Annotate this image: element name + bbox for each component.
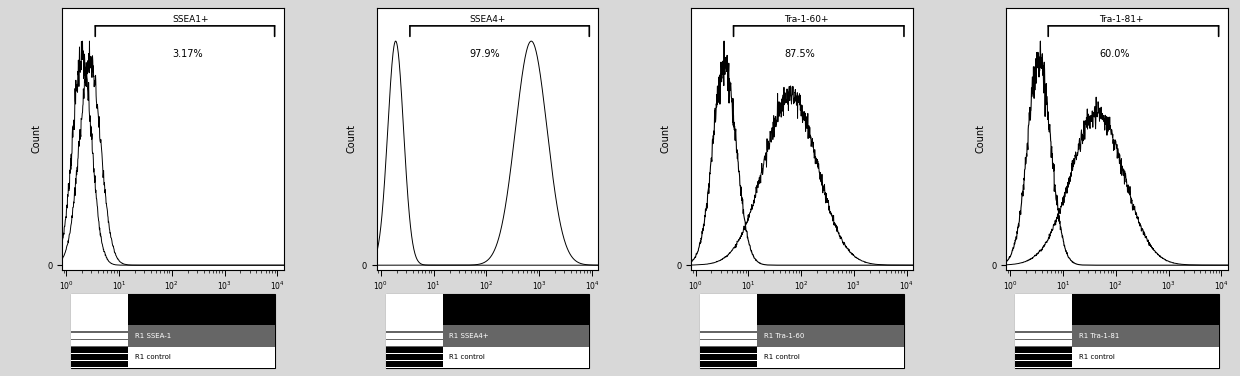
Bar (386, 361, 443, 367)
Y-axis label: Count: Count (976, 124, 986, 153)
Bar (71, 354, 128, 360)
Bar (71, 361, 128, 367)
Bar (701, 333, 758, 338)
Bar (386, 333, 443, 338)
Bar (1014, 354, 1071, 360)
Bar (386, 294, 443, 325)
Bar (386, 340, 443, 346)
Bar (71, 347, 275, 368)
X-axis label: FL1-H: FL1-H (1102, 298, 1131, 308)
Bar (1014, 325, 1219, 347)
Text: R1 Tra-1-60: R1 Tra-1-60 (764, 333, 805, 339)
Bar (701, 326, 758, 331)
Bar (386, 326, 443, 331)
Bar (386, 294, 589, 368)
Bar (1014, 333, 1071, 338)
Bar (71, 325, 275, 347)
Text: R1 control: R1 control (135, 355, 170, 361)
Bar (71, 333, 128, 338)
Bar (1014, 347, 1219, 368)
X-axis label: FL1-H: FL1-H (159, 298, 187, 308)
Bar (1014, 294, 1219, 368)
Bar (701, 294, 758, 325)
Bar (71, 326, 128, 331)
Y-axis label: Count: Count (661, 124, 671, 153)
Bar (1014, 361, 1071, 367)
Bar (71, 294, 128, 325)
Text: Tra-1-60+: Tra-1-60+ (785, 15, 828, 24)
Text: R1 control: R1 control (764, 355, 800, 361)
Bar (1014, 326, 1071, 331)
Text: R1 control: R1 control (1079, 355, 1115, 361)
Bar (71, 347, 128, 353)
Bar (701, 325, 904, 347)
Bar (701, 340, 758, 346)
Bar (1014, 340, 1071, 346)
Text: 3.17%: 3.17% (172, 50, 203, 59)
Text: SSEA1+: SSEA1+ (172, 15, 210, 24)
Text: 87.5%: 87.5% (785, 50, 815, 59)
Y-axis label: Count: Count (346, 124, 356, 153)
Bar (1014, 347, 1071, 353)
Bar (386, 347, 589, 368)
Bar (71, 294, 275, 368)
Bar (1014, 294, 1071, 325)
Bar (701, 361, 758, 367)
Text: Tra-1-81+: Tra-1-81+ (1099, 15, 1143, 24)
X-axis label: FL1-H: FL1-H (789, 298, 816, 308)
Bar (386, 354, 443, 360)
Text: R1 SSEA4+: R1 SSEA4+ (449, 333, 489, 339)
Text: R1 Tra-1-81: R1 Tra-1-81 (1079, 333, 1118, 339)
Bar (386, 347, 443, 353)
Bar (701, 347, 904, 368)
Text: R1 control: R1 control (449, 355, 485, 361)
X-axis label: FL1-H: FL1-H (474, 298, 501, 308)
Text: SSEA4+: SSEA4+ (470, 15, 506, 24)
Bar (701, 354, 758, 360)
Text: 60.0%: 60.0% (1099, 50, 1130, 59)
Y-axis label: Count: Count (31, 124, 41, 153)
Text: R1 SSEA-1: R1 SSEA-1 (135, 333, 171, 339)
Bar (71, 340, 128, 346)
Bar (701, 294, 904, 368)
Text: 97.9%: 97.9% (470, 50, 501, 59)
Bar (701, 347, 758, 353)
Bar (386, 325, 589, 347)
